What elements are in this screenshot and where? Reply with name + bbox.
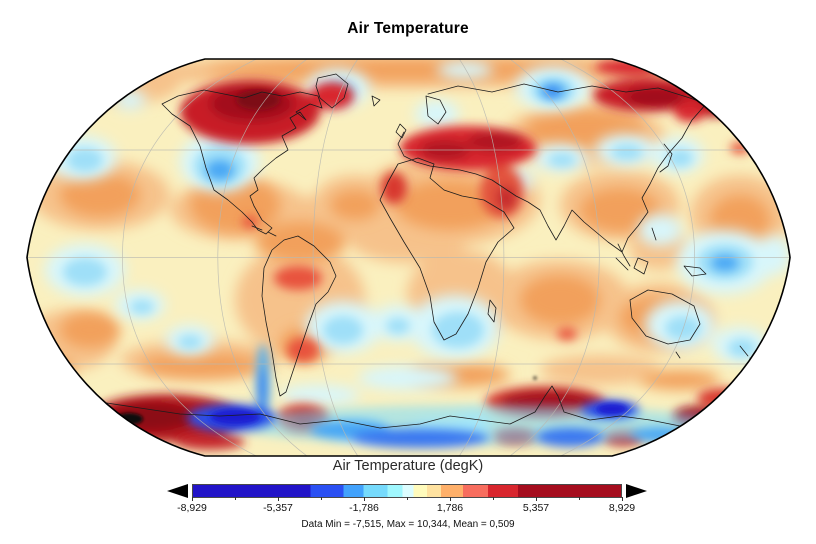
colorbar-ticks: [191, 497, 623, 502]
colorbar-minor-tick: [492, 497, 494, 500]
colorbar-label: Air Temperature (degK): [332, 458, 484, 474]
colorbar-minor-tick: [406, 497, 408, 500]
page-title: Air Temperature: [347, 20, 469, 37]
colorbar-major-tick: [363, 497, 365, 501]
colorbar-tick-label: 5,357: [522, 502, 550, 514]
colorbar-major-tick: [621, 497, 623, 501]
colorbar-underflow-arrow-icon: [167, 484, 188, 498]
colorbar-stats: Data Min = -7,515, Max = 10,344, Mean = …: [301, 519, 515, 530]
colorbar-tick-label: -1,786: [349, 502, 379, 514]
colorbar-major-tick: [191, 497, 193, 501]
colorbar-tick-labels: -8,929 -5,357 -1,786 1,786 5,357 8,929: [177, 502, 635, 515]
temperature-field: [27, 59, 790, 456]
colorbar-overflow-arrow-icon: [626, 484, 647, 498]
graticule: [27, 59, 790, 456]
colorbar-tick-label: 1,786: [436, 502, 464, 514]
colorbar-tick-label: -5,357: [263, 502, 293, 514]
colorbar-major-tick: [277, 497, 279, 501]
cold-anomaly-blobs: [187, 83, 779, 448]
colorbar-major-tick: [449, 497, 451, 501]
map-outline: [26, 58, 791, 457]
colorbar-minor-tick: [320, 497, 322, 500]
colorbar-major-tick: [535, 497, 537, 501]
colorbar-tick-label: -8,929: [177, 502, 207, 514]
colorbar-gradient: [192, 484, 622, 498]
colorbar-tick-label: 8,929: [608, 502, 636, 514]
colorbar-minor-tick: [234, 497, 236, 500]
colorbar-minor-tick: [578, 497, 580, 500]
